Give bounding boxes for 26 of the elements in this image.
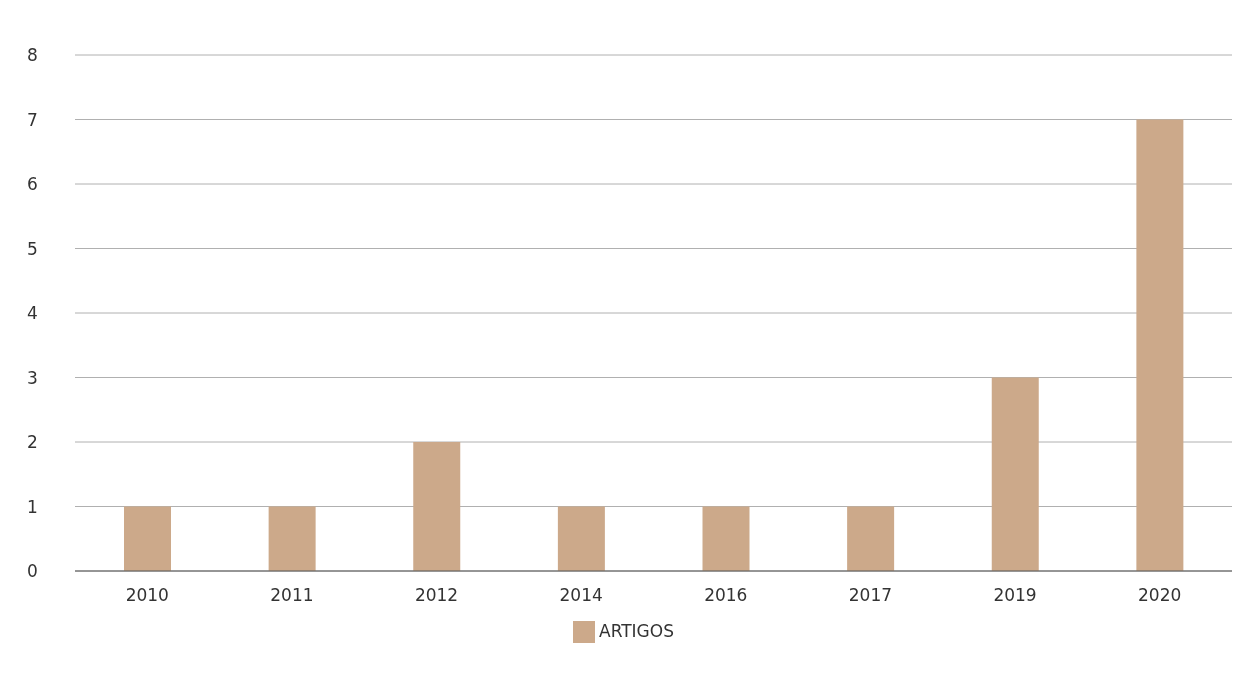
y-tick-label: 5 (27, 238, 38, 259)
y-tick-label: 4 (27, 303, 38, 324)
bar (847, 506, 895, 571)
x-tick-label: 2016 (704, 585, 748, 606)
bar (413, 442, 461, 571)
x-tick-label: 2017 (848, 585, 893, 606)
y-tick-label: 1 (27, 496, 38, 517)
y-tick-label: 2 (27, 432, 38, 453)
y-tick-label: 7 (27, 109, 38, 130)
legend-label: ARTIGOS (599, 621, 674, 641)
y-tick-label: 3 (27, 367, 38, 388)
x-tick-label: 2012 (414, 585, 459, 606)
y-tick-label: 6 (27, 174, 38, 195)
bar (1136, 119, 1184, 571)
bar (124, 506, 171, 571)
x-tick-label: 2020 (1138, 585, 1182, 606)
x-tick-label: 2019 (993, 585, 1037, 606)
x-tick-label: 2010 (125, 585, 169, 606)
bar (268, 506, 316, 571)
y-tick-label: 0 (27, 561, 38, 582)
bar (557, 506, 605, 571)
y-tick-label: 8 (27, 45, 38, 66)
x-tick-label: 2011 (270, 585, 314, 606)
x-tick-label: 2014 (559, 585, 603, 606)
bar (991, 377, 1039, 571)
bar (702, 506, 750, 571)
